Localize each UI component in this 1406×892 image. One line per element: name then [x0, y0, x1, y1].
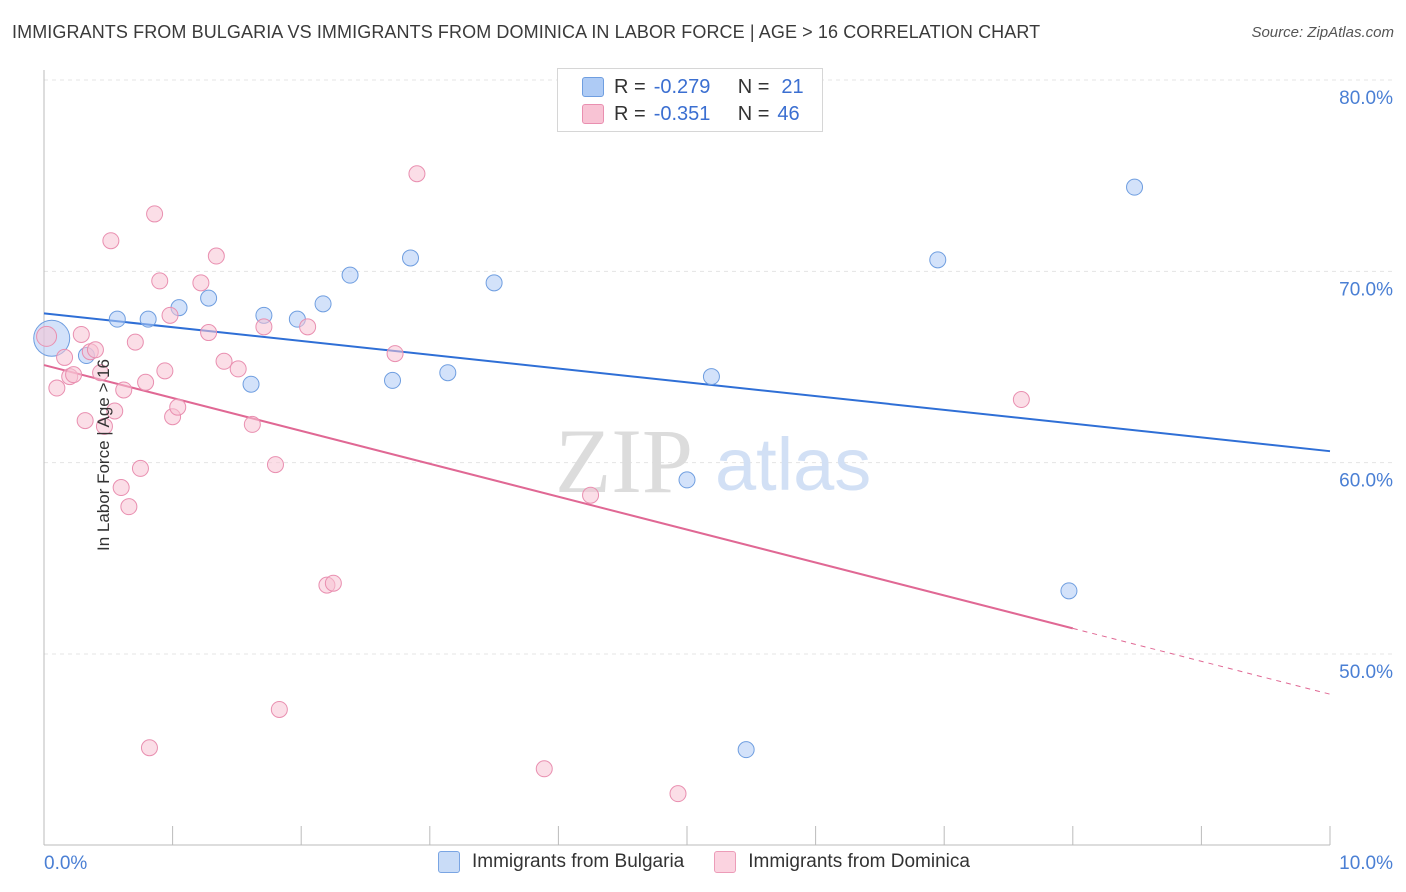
- dominica-point: [408, 165, 426, 183]
- bulgaria-point: [314, 295, 332, 313]
- dominica-point: [156, 362, 174, 380]
- chart-title: IMMIGRANTS FROM BULGARIA VS IMMIGRANTS F…: [12, 22, 1041, 42]
- dominica-trend-line-extension: [1072, 627, 1331, 695]
- bulgaria-point: [200, 289, 218, 307]
- x-tick-label: 10.0%: [1339, 853, 1393, 874]
- dominica-point: [48, 379, 66, 397]
- legend-n-label: N =: [737, 75, 770, 98]
- dominica-point: [126, 333, 144, 351]
- y-tick-label: 70.0%: [1339, 279, 1393, 300]
- source-label: Source: ZipAtlas.com: [1251, 24, 1394, 41]
- tick-labels: 50.0% 60.0% 70.0% 80.0% 0.0% 10.0%: [44, 88, 1393, 874]
- dominica-point: [112, 479, 130, 497]
- dominica-point: [65, 366, 83, 384]
- dominica-point: [151, 272, 169, 290]
- dominica-trend-line: [43, 364, 1074, 630]
- data-points: [33, 165, 1144, 803]
- trend-lines: [43, 312, 1331, 695]
- dominica-point: [266, 456, 284, 474]
- y-tick-label: 60.0%: [1339, 471, 1393, 492]
- bulgaria-point: [341, 266, 359, 284]
- y-tick-label: 80.0%: [1339, 88, 1393, 109]
- bulgaria-point: [485, 274, 503, 292]
- watermark-atlas: atlas: [715, 423, 871, 506]
- dominica-point: [161, 306, 179, 324]
- dominica-point: [86, 341, 104, 359]
- dominica-point: [1012, 391, 1030, 409]
- dominica-point: [115, 381, 133, 399]
- series-swatch-bulgaria: [438, 851, 460, 873]
- legend-n-value-bulgaria: 21: [781, 75, 804, 98]
- dominica-point: [137, 373, 155, 391]
- bulgaria-point: [1126, 178, 1144, 196]
- watermark-zip: ZIP: [555, 410, 693, 512]
- dominica-point: [102, 232, 120, 250]
- legend-swatch-dominica: [582, 104, 604, 124]
- bulgaria-point: [139, 310, 157, 328]
- series-swatch-dominica: [714, 851, 737, 873]
- bulgaria-point: [108, 310, 126, 328]
- bulgaria-point: [737, 741, 755, 759]
- series-label-dominica: Immigrants from Dominica: [748, 851, 970, 872]
- legend-r-label: R =: [614, 102, 646, 125]
- dominica-point: [229, 360, 247, 378]
- dominica-point: [535, 760, 553, 778]
- dominica-point: [131, 459, 149, 477]
- bulgaria-trend-line: [43, 312, 1331, 453]
- dominica-point: [120, 498, 138, 516]
- dominica-point: [56, 348, 74, 366]
- bulgaria-point: [678, 471, 696, 489]
- bulgaria-point: [1060, 582, 1078, 600]
- bulgaria-point: [384, 371, 402, 389]
- dominica-point: [582, 486, 600, 504]
- watermark: ZIP atlas: [555, 410, 871, 512]
- bulgaria-point: [702, 368, 720, 386]
- dominica-point: [76, 412, 94, 430]
- legend-r-value-dominica: -0.351: [653, 102, 711, 125]
- legend-r-value-bulgaria: -0.279: [653, 75, 711, 98]
- dominica-point: [215, 352, 233, 370]
- dominica-point: [243, 415, 261, 433]
- dominica-point: [207, 247, 225, 265]
- bulgaria-point: [929, 251, 947, 269]
- series-legend-bulgaria[interactable]: Immigrants from Bulgaria: [438, 851, 684, 873]
- dominica-point: [169, 398, 187, 416]
- legend-row-dominica: R = -0.351 N = 46: [582, 102, 800, 126]
- legend-n-value-dominica: 46: [777, 102, 800, 125]
- bulgaria-point: [242, 375, 260, 393]
- dominica-point: [36, 325, 58, 347]
- dominica-point: [192, 274, 210, 292]
- correlation-legend: R = -0.279 N = 21 R = -0.351 N = 46: [557, 68, 823, 132]
- series-legend: Immigrants from Bulgaria Immigrants from…: [438, 851, 1000, 873]
- bulgaria-point: [439, 364, 457, 382]
- dominica-point: [200, 324, 218, 342]
- dominica-point: [95, 417, 113, 435]
- legend-row-bulgaria: R = -0.279 N = 21: [582, 75, 804, 99]
- dominica-point: [270, 700, 288, 718]
- axes: [43, 70, 1331, 846]
- dominica-point: [146, 205, 164, 223]
- dominica-point: [255, 318, 273, 336]
- dominica-point: [92, 364, 110, 382]
- legend-n-label: N =: [737, 102, 770, 125]
- dominica-point: [669, 785, 687, 803]
- dominica-point: [106, 402, 124, 420]
- y-tick-label: 50.0%: [1339, 662, 1393, 683]
- series-legend-dominica[interactable]: Immigrants from Dominica: [714, 851, 970, 873]
- legend-r-label: R =: [614, 75, 646, 98]
- dominica-point: [324, 574, 342, 592]
- dominica-point: [140, 739, 158, 757]
- dominica-point: [299, 318, 317, 336]
- x-tick-label: 0.0%: [44, 853, 87, 874]
- legend-swatch-bulgaria: [582, 77, 604, 97]
- bulgaria-point: [402, 249, 420, 267]
- series-label-bulgaria: Immigrants from Bulgaria: [472, 851, 685, 872]
- dominica-point: [386, 345, 404, 363]
- y-axis-label: In Labor Force | Age > 16: [94, 358, 114, 552]
- dominica-point: [72, 325, 90, 343]
